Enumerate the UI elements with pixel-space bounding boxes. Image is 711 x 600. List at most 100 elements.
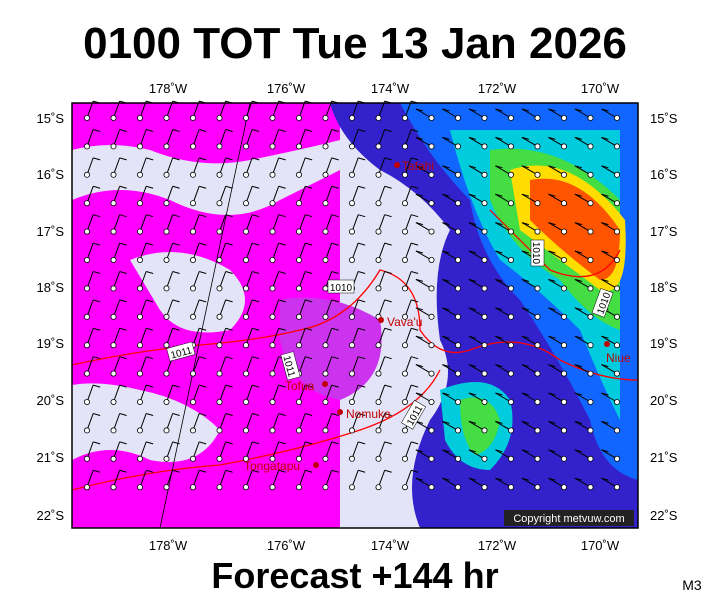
barb-station: [454, 285, 461, 292]
barb-station: [269, 427, 276, 434]
barb-station: [110, 313, 117, 320]
barb-flag: [199, 441, 207, 445]
barb-station: [614, 427, 621, 434]
barb-station: [189, 455, 196, 462]
barb: [86, 384, 94, 403]
barb-flag: [384, 384, 392, 388]
barb-station: [110, 256, 117, 263]
barb-flag: [384, 157, 392, 161]
barb-flag: [442, 222, 450, 226]
barb: [468, 250, 485, 261]
barb-flag: [252, 356, 260, 360]
barb-flag: [225, 271, 233, 274]
barb: [415, 222, 432, 233]
barb: [378, 242, 386, 261]
barb: [272, 328, 280, 346]
barb: [468, 222, 485, 233]
barb-flag: [415, 278, 424, 282]
barb: [192, 384, 200, 403]
barb: [219, 299, 227, 317]
barb-flag: [172, 129, 180, 132]
barb-flag: [495, 307, 503, 311]
barb: [601, 193, 618, 204]
barb-station: [163, 342, 170, 349]
barb-flag: [468, 364, 477, 368]
barb-flag: [574, 278, 583, 282]
barb: [521, 193, 538, 204]
barb-flag: [415, 108, 424, 112]
barb: [601, 165, 618, 176]
barb: [468, 193, 485, 204]
barb-flag: [601, 278, 609, 282]
barb-flag: [199, 214, 207, 218]
barb-flag: [199, 299, 207, 303]
barb-station: [110, 342, 117, 349]
barb-station: [216, 228, 223, 235]
barb: [601, 278, 618, 289]
barb-station: [110, 484, 117, 491]
barb-flag: [521, 165, 530, 169]
lon-label-bottom: 172˚W: [478, 538, 517, 553]
barb: [574, 165, 591, 176]
barb-flag: [384, 413, 392, 416]
barb-flag: [415, 136, 424, 140]
barb-station: [110, 228, 117, 235]
barb-station: [242, 200, 249, 207]
barb: [325, 242, 333, 261]
barb: [521, 222, 538, 233]
barb-station: [507, 228, 514, 235]
barb-flag: [442, 278, 450, 282]
barb: [113, 441, 121, 459]
barb: [442, 165, 459, 176]
barb-flag: [574, 193, 583, 197]
barb: [378, 441, 386, 459]
wind-barbs: [84, 100, 621, 491]
place-label: Tofua: [285, 379, 315, 393]
barb-flag: [521, 250, 530, 254]
barb: [601, 449, 618, 460]
forecast: Forecast +144 hr: [211, 555, 498, 596]
barb-flag: [384, 327, 392, 331]
barb-station: [507, 115, 514, 122]
barb-station: [163, 455, 170, 462]
barb: [521, 477, 538, 488]
barb: [495, 222, 512, 233]
barb-station: [163, 285, 170, 292]
barb-flag: [495, 477, 503, 481]
barb-flag: [199, 129, 207, 132]
barb-station: [348, 256, 355, 263]
barb-station: [189, 228, 196, 235]
barb-flag: [93, 214, 101, 218]
isobar-label-box: [530, 239, 545, 267]
barb-station: [561, 455, 568, 462]
isobar-label: 1011: [166, 341, 196, 362]
lon-label-bottom: 178˚W: [149, 538, 188, 553]
barb-station: [216, 455, 223, 462]
barb-station: [614, 143, 621, 150]
barb-station: [348, 171, 355, 178]
barb-flag: [384, 242, 392, 246]
barb: [442, 307, 459, 318]
barb: [574, 250, 591, 261]
barb-station: [163, 484, 170, 491]
barb: [601, 392, 618, 403]
lat-label-right: 21˚S: [650, 450, 678, 465]
barb-station: [454, 398, 461, 405]
barb-flag: [119, 157, 127, 161]
barb-flag: [225, 469, 233, 473]
barb-flag: [384, 441, 392, 445]
barb-station: [348, 115, 355, 122]
barb: [245, 242, 253, 261]
barb-flag: [225, 413, 233, 416]
barb-station: [454, 455, 461, 462]
barb-station: [136, 370, 143, 377]
barb-station: [136, 256, 143, 263]
barb: [442, 449, 459, 460]
barb-flag: [358, 271, 366, 274]
barb-station: [84, 143, 91, 150]
barb-station: [481, 143, 488, 150]
barb: [272, 470, 280, 488]
barb-flag: [305, 157, 313, 161]
barb: [521, 307, 538, 318]
barb-flag: [119, 356, 127, 360]
